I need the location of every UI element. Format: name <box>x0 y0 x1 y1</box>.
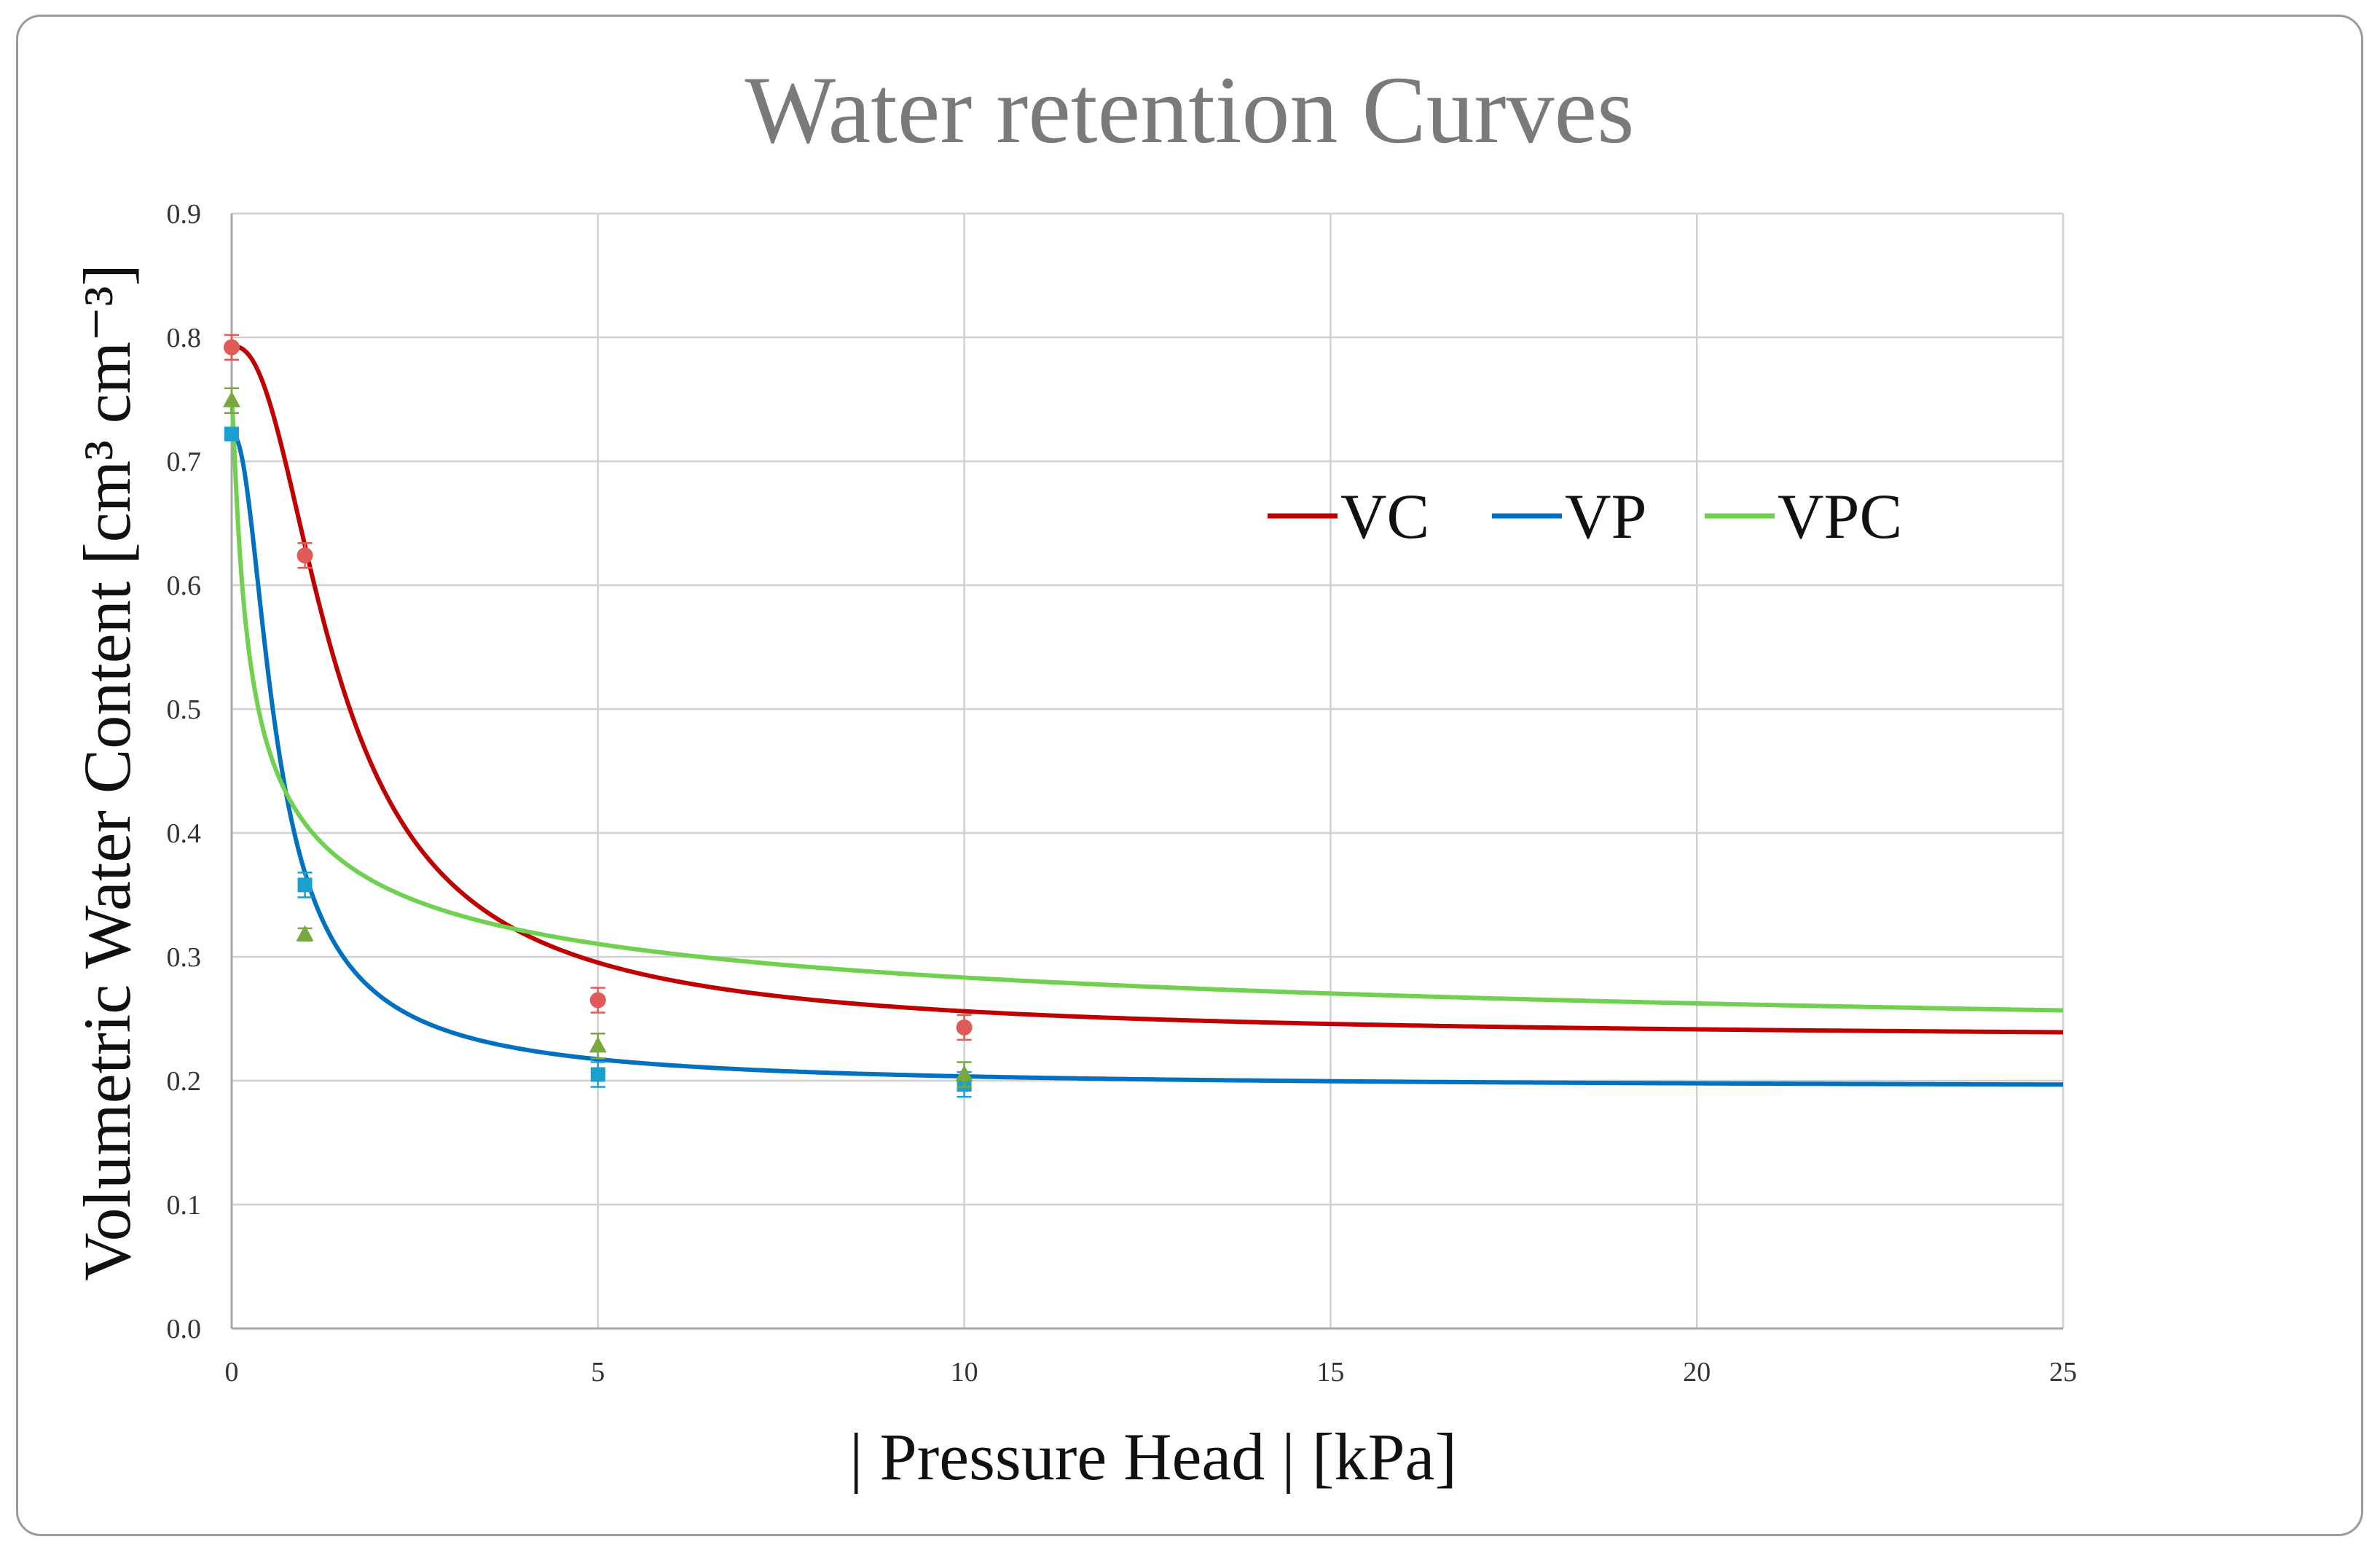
chart-frame <box>16 15 2363 1536</box>
marker-circle <box>589 992 606 1009</box>
point-vc <box>589 987 606 1014</box>
point-vc <box>956 1014 973 1041</box>
marker-triangle <box>589 1036 607 1053</box>
legend-item-vc: VC <box>1268 482 1429 552</box>
x-axis-ticks: 0 5 10 15 20 25 <box>225 1357 2078 1387</box>
marker-square <box>297 877 313 893</box>
chart-title: Water retention Curves <box>745 56 1635 163</box>
curve-vpc <box>229 397 2064 1013</box>
y-tick-label: 0.4 <box>167 818 202 849</box>
grid <box>230 212 2065 1330</box>
curve-vp <box>229 431 2064 1087</box>
y-tick-label: 0.2 <box>167 1066 202 1097</box>
y-tick-label: 0.5 <box>167 694 202 725</box>
point-vp <box>297 872 313 899</box>
point-vp <box>590 1061 605 1088</box>
point-vpc <box>589 1033 607 1060</box>
y-tick-label: 0.7 <box>167 447 202 477</box>
marker-triangle <box>223 391 240 407</box>
x-axis-title: | Pressure Head | [kPa] <box>849 1420 1457 1494</box>
point-vpc <box>955 1061 973 1088</box>
marker-square <box>224 426 239 442</box>
marker-circle <box>224 339 240 356</box>
legend-label: VC <box>1340 482 1429 552</box>
x-tick-label: 0 <box>225 1357 239 1387</box>
point-vpc <box>296 925 314 942</box>
y-tick-label: 0.3 <box>167 942 202 973</box>
y-tick-label: 0.9 <box>167 199 202 230</box>
marker-triangle <box>955 1065 973 1081</box>
y-tick-label: 0.6 <box>167 571 202 601</box>
x-tick-label: 10 <box>951 1357 978 1387</box>
marker-circle <box>956 1019 973 1036</box>
fitted-curves <box>229 343 2064 1087</box>
legend-label: VPC <box>1778 482 1902 552</box>
marker-triangle <box>296 925 314 942</box>
point-vpc <box>223 387 240 414</box>
point-vc <box>296 541 313 569</box>
point-vc <box>224 334 240 361</box>
marker-square <box>590 1067 605 1082</box>
marker-circle <box>296 547 313 564</box>
x-tick-label: 15 <box>1316 1357 1344 1387</box>
legend-item-vpc: VPC <box>1705 482 1902 552</box>
legend-item-vp: VP <box>1492 482 1647 552</box>
axes <box>230 214 2063 1330</box>
y-axis-ticks: 0.0 0.1 0.2 0.3 0.4 0.5 0.6 0.7 0.8 0.9 <box>167 199 202 1344</box>
x-tick-label: 5 <box>591 1357 605 1387</box>
data-points <box>223 334 973 1098</box>
y-axis-title: Volumetric Water Content [cm³ cm⁻³] <box>70 264 144 1281</box>
legend-label: VP <box>1565 482 1647 552</box>
y-tick-label: 0.1 <box>167 1190 202 1221</box>
x-tick-label: 25 <box>2049 1357 2077 1387</box>
legend: VC VP VPC <box>1268 482 1902 552</box>
x-tick-label: 20 <box>1683 1357 1711 1387</box>
point-vp <box>224 426 239 442</box>
y-tick-label: 0.0 <box>167 1314 202 1344</box>
y-tick-label: 0.8 <box>167 323 202 353</box>
